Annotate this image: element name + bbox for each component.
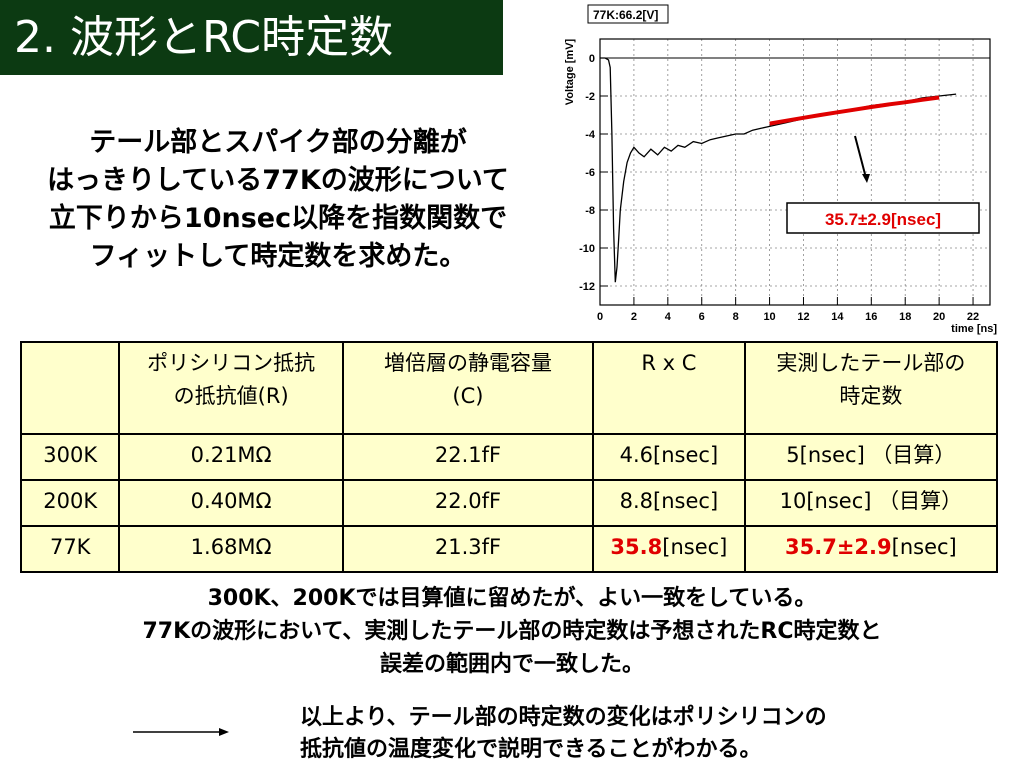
x-tick-label: 14 <box>831 311 844 323</box>
cell-temperature: 300K <box>19 433 121 481</box>
table-row: 200K 0.40MΩ 22.0fF 8.8[nsec] 10[nsec] （目… <box>19 479 999 527</box>
chart-title: 77K:66.2[V] <box>593 8 658 22</box>
header-measured: 実測したテール部の 時定数 <box>743 341 999 435</box>
slide-title: 2. 波形とRC時定数 <box>0 0 503 75</box>
conclusion-text: 以上より、テール部の時定数の変化はポリシリコンの 抵抗値の温度変化で説明できるこ… <box>300 702 827 766</box>
x-tick-label: 16 <box>865 311 877 323</box>
y-tick-label: -2 <box>585 91 595 103</box>
y-tick-label: 0 <box>589 53 595 65</box>
y-tick-label: -10 <box>579 243 595 255</box>
chart-ticks: 0 2 4 6 8 10 12 14 16 18 20 22 0 -2 -4 -6 -8 -10 -12 <box>579 53 979 323</box>
header-resistance: ポリシリコン抵抗 の抵抗値(R) <box>118 341 344 435</box>
cell-capacitance: 21.3fF <box>341 525 595 573</box>
x-tick-label: 18 <box>899 311 911 323</box>
rc-table: ポリシリコン抵抗 の抵抗値(R) 増倍層の静電容量 (C) R x C 実測した… <box>19 341 999 573</box>
cell-resistance: 0.40MΩ <box>118 479 344 527</box>
summary-line: 誤差の範囲内で一致した。 <box>379 652 644 677</box>
header-measured-line1: 実測したテール部の <box>776 351 966 375</box>
chart-background <box>560 2 1016 338</box>
y-tick-label: -4 <box>585 129 596 141</box>
description-line: テール部とスパイク部の分離が <box>89 127 467 158</box>
table-row: 300K 0.21MΩ 22.1fF 4.6[nsec] 5[nsec] （目算… <box>19 433 999 481</box>
right-arrow-icon <box>133 728 229 736</box>
summary-line: 300K、200Kでは目算値に留めたが、よい一致をしている。 <box>207 586 817 611</box>
x-tick-label: 0 <box>597 311 603 323</box>
x-axis-label: time [ns] <box>951 323 997 335</box>
cell-temperature: 200K <box>19 479 121 527</box>
cell-rc: 4.6[nsec] <box>592 433 746 481</box>
chart-grid <box>599 39 990 305</box>
header-rc-label: R x C <box>641 351 697 375</box>
description-text: テール部とスパイク部の分離が はっきりしている77Kの波形について 立下りから1… <box>4 124 552 276</box>
annotation-box <box>786 202 980 234</box>
cell-resistance: 0.21MΩ <box>118 433 344 481</box>
cell-capacitance: 22.1fF <box>341 433 595 481</box>
x-tick-label: 6 <box>699 311 705 323</box>
summary-text: 300K、200Kでは目算値に留めたが、よい一致をしている。 77Kの波形におい… <box>0 582 1024 681</box>
header-rc: R x C <box>592 341 746 435</box>
x-tick-label: 8 <box>733 311 739 323</box>
cell-measured-unit: [nsec] <box>891 535 957 559</box>
header-capacitance: 増倍層の静電容量 (C) <box>341 341 595 435</box>
cell-resistance: 1.68MΩ <box>118 525 344 573</box>
cell-rc-unit: 4.6[nsec] <box>619 443 719 467</box>
summary-line: 77Kの波形において、実測したテール部の時定数は予想されたRC時定数と <box>142 619 882 644</box>
fit-curve-series <box>769 95 940 126</box>
header-cell-empty <box>19 341 121 435</box>
cell-measured-unit: 5[nsec] （目算） <box>786 443 956 467</box>
x-tick-label: 22 <box>967 311 979 323</box>
y-tick-label: -8 <box>585 205 595 217</box>
cell-rc: 35.8[nsec] <box>592 525 746 573</box>
cell-temperature: 77K <box>19 525 121 573</box>
x-tick-label: 20 <box>933 311 945 323</box>
header-resistance-line1: ポリシリコン抵抗 <box>147 351 316 375</box>
x-tick-label: 12 <box>797 311 809 323</box>
chart-series <box>600 57 957 283</box>
x-tick-label: 2 <box>631 311 637 323</box>
annotation-arrow-line <box>854 135 867 179</box>
y-axis-label: Voltage [mV] <box>564 38 576 105</box>
cell-capacitance: 22.0fF <box>341 479 595 527</box>
cell-measured: 10[nsec] （目算） <box>743 479 999 527</box>
description-line: 立下りから10nsec以降を指数関数で <box>48 203 508 234</box>
cell-measured: 35.7±2.9[nsec] <box>743 525 999 573</box>
conclusion-line: 抵抗値の温度変化で説明できることがわかる。 <box>300 737 762 762</box>
table-header-row: ポリシリコン抵抗 の抵抗値(R) 増倍層の静電容量 (C) R x C 実測した… <box>19 341 999 435</box>
cell-measured: 5[nsec] （目算） <box>743 433 999 481</box>
conclusion-line: 以上より、テール部の時定数の変化はポリシリコンの <box>300 705 827 730</box>
cell-rc-unit: [nsec] <box>662 535 728 559</box>
header-capacitance-line2: (C) <box>452 384 484 408</box>
header-measured-line2: 時定数 <box>839 384 903 408</box>
description-line: はっきりしている77Kの波形について <box>47 165 509 196</box>
table-row: 77K 1.68MΩ 21.3fF 35.8[nsec] 35.7±2.9[ns… <box>19 525 999 573</box>
cell-rc-value: 35.8 <box>610 535 663 559</box>
cell-rc-unit: 8.8[nsec] <box>619 489 719 513</box>
waveform-chart: 77K:66.2[V] 0 2 4 6 8 10 12 14 16 18 20 22 0 -2 -4 -6 -8… <box>560 2 1016 338</box>
y-tick-label: -12 <box>579 281 595 293</box>
cell-rc: 8.8[nsec] <box>592 479 746 527</box>
header-capacitance-line1: 増倍層の静電容量 <box>383 351 552 375</box>
x-tick-label: 4 <box>665 311 672 323</box>
cell-measured-unit: 10[nsec] （目算） <box>779 489 963 513</box>
cell-measured-value: 35.7±2.9 <box>785 535 892 559</box>
header-resistance-line2: の抵抗値(R) <box>173 384 289 408</box>
y-tick-label: -6 <box>585 167 595 179</box>
x-tick-label: 10 <box>763 311 775 323</box>
description-line: フィットして時定数を求めた。 <box>89 241 467 272</box>
annotation-arrow-head <box>862 174 870 183</box>
chart-title-box <box>587 4 669 24</box>
annotation-label: 35.7±2.9[nsec] <box>825 210 941 229</box>
